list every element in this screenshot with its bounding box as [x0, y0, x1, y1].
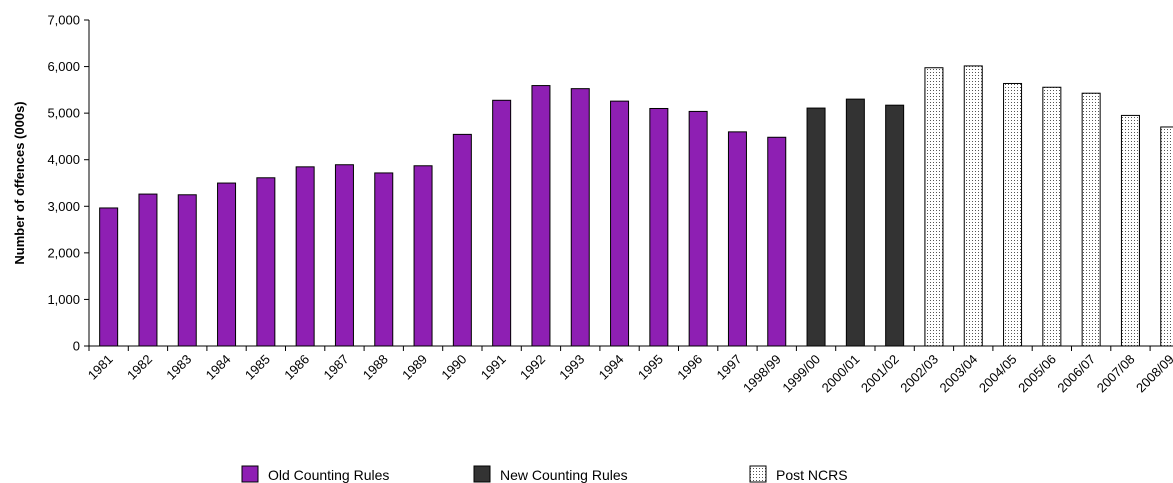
legend-swatch-new-counting-rules	[473, 465, 491, 483]
x-tick-label: 1983	[163, 352, 194, 383]
bar-old-counting-rules-1994	[610, 100, 630, 347]
bar-old-counting-rules-1982	[138, 193, 158, 347]
x-tick-label: 1990	[438, 352, 469, 383]
bar-old-counting-rules-1989	[413, 165, 433, 347]
legend-label-post-ncrs: Post NCRS	[776, 467, 848, 483]
bar-post-ncrs-2006-07	[1081, 92, 1101, 347]
y-tick-label: 4,000	[47, 152, 80, 167]
bar-post-ncrs-2005-06	[1042, 86, 1062, 347]
bar-new-counting-rules-2000-01	[845, 98, 865, 347]
bar-old-counting-rules-1993	[570, 88, 590, 347]
bar-old-counting-rules-1986	[295, 166, 315, 347]
y-tick-label: 6,000	[47, 59, 80, 74]
legend-swatch-old-counting-rules	[241, 465, 259, 483]
x-tick-label: 1996	[674, 352, 705, 383]
bar-old-counting-rules-1985	[256, 177, 276, 347]
y-ticks-group: 0 1,000 2,000 3,000 4,000 5,000 6,000 7,000	[47, 13, 89, 354]
bar-old-counting-rules-1990	[452, 133, 472, 347]
x-tick-label: 1997	[714, 352, 745, 383]
x-tick-label: 2005/06	[1015, 352, 1059, 396]
bar-post-ncrs-2002-03	[924, 67, 944, 347]
x-tick-label: 1995	[635, 352, 666, 383]
bar-old-counting-rules-1988	[374, 172, 394, 347]
x-tick-label: 1987	[321, 352, 352, 383]
x-tick-label: 1985	[242, 352, 273, 383]
y-tick-label: 2,000	[47, 245, 80, 260]
x-tick-label: 2001/02	[858, 352, 902, 396]
x-tick-label: 2000/01	[819, 352, 863, 396]
y-tick-label: 5,000	[47, 106, 80, 121]
x-tick-label: 2003/04	[937, 352, 981, 396]
x-tick-label: 2008/09	[1133, 352, 1173, 396]
y-tick-label: 1,000	[47, 292, 80, 307]
y-axis-title: Number of offences (000s)	[12, 101, 27, 264]
bar-old-counting-rules-1996	[688, 110, 708, 347]
bar-old-counting-rules-1997	[727, 131, 747, 347]
bar-old-counting-rules-1984	[217, 182, 237, 347]
x-tick-label: 1982	[124, 352, 155, 383]
legend-swatch-post-ncrs	[749, 465, 767, 483]
bar-old-counting-rules-1992	[531, 85, 551, 347]
x-tick-label: 1998/99	[740, 352, 784, 396]
bars-group	[99, 65, 1173, 347]
bar-old-counting-rules-1991	[492, 99, 512, 347]
y-tick-label: 7,000	[47, 13, 80, 28]
bar-new-counting-rules-1999-00	[806, 107, 826, 347]
x-tick-label: 1981	[85, 352, 116, 383]
x-tick-label: 1988	[360, 352, 391, 383]
x-tick-label: 1984	[203, 352, 234, 383]
bar-old-counting-rules-1998-99	[767, 136, 787, 347]
bar-post-ncrs-2007-08	[1120, 114, 1140, 347]
x-tick-label: 1993	[556, 352, 587, 383]
bar-old-counting-rules-1981	[99, 207, 119, 347]
legend-label-old-counting-rules: Old Counting Rules	[268, 467, 389, 483]
y-tick-label: 3,000	[47, 199, 80, 214]
bar-old-counting-rules-1983	[177, 194, 197, 347]
bar-old-counting-rules-1995	[649, 107, 669, 347]
y-tick-label: 0	[73, 339, 80, 354]
x-tick-label: 2006/07	[1054, 352, 1098, 396]
x-tick-label: 2004/05	[976, 352, 1020, 396]
bar-old-counting-rules-1987	[334, 164, 354, 347]
legend: Old Counting Rules New Counting Rules Post…	[241, 465, 848, 483]
x-tick-label: 1986	[281, 352, 312, 383]
x-tick-label: 1994	[596, 352, 627, 383]
x-tick-label: 2007/08	[1094, 352, 1138, 396]
x-tick-label: 1999/00	[779, 352, 823, 396]
x-tick-label: 1992	[517, 352, 548, 383]
x-tick-label: 1991	[478, 352, 509, 383]
bar-post-ncrs-2003-04	[963, 65, 983, 347]
bar-post-ncrs-2004-05	[1003, 82, 1023, 347]
bar-new-counting-rules-2001-02	[885, 104, 905, 347]
bar-post-ncrs-2008-09	[1160, 126, 1173, 347]
legend-label-new-counting-rules: New Counting Rules	[500, 467, 628, 483]
x-ticks-group: 1981 1982 1983 1984 1985 1986 1987 1988 1989 1990…	[85, 346, 1173, 395]
x-tick-label: 2002/03	[897, 352, 941, 396]
x-tick-label: 1989	[399, 352, 430, 383]
